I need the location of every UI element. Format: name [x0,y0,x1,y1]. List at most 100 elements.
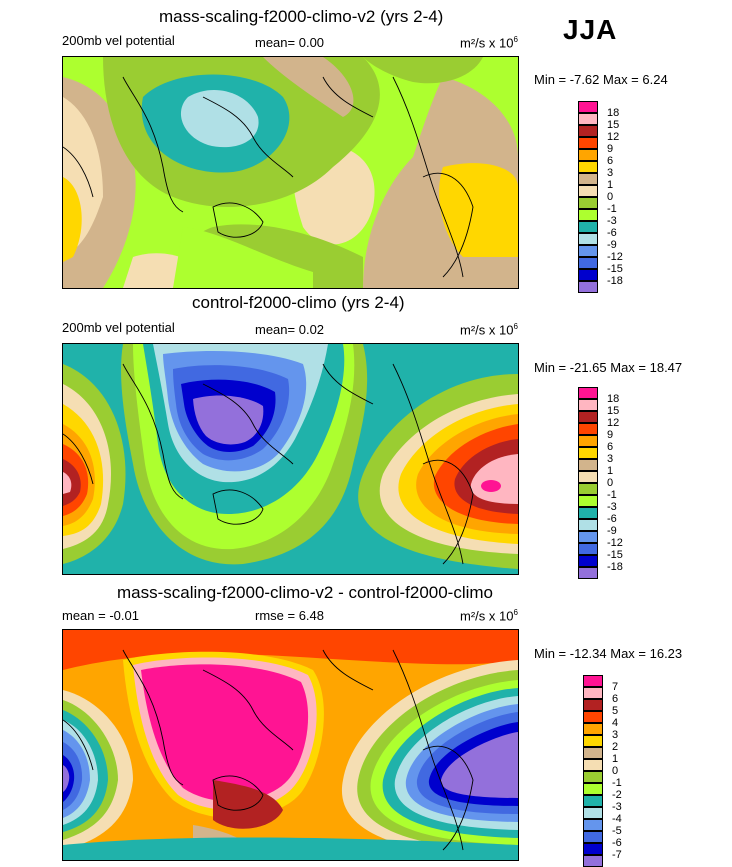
legend-label: 6 [612,693,619,705]
panel-1-title: mass-scaling-f2000-climo-v2 (yrs 2-4) [159,7,444,26]
legend-label: 1 [612,753,619,765]
panel-3-legend: 7 6 5 4 3 2 1 0 -1 -2 -3 -4 -5 -6 -7 [583,675,643,867]
legend-label: 12 [607,417,620,429]
panel-1-map [62,56,519,289]
legend-swatch [578,543,598,555]
panel-1-units: m²/s x 106 [460,35,518,51]
panel-2-units: m²/s x 106 [460,322,518,338]
panel-2-title: control-f2000-climo (yrs 2-4) [192,293,405,312]
legend-swatch [583,795,603,807]
panel-3-rmse: rmse = 6.48 [255,608,325,623]
legend-label: -18 [607,561,623,573]
legend-swatch [583,699,603,711]
legend-label: 18 [607,393,620,405]
legend-label: -7 [612,849,622,861]
legend-label: 7 [612,681,619,693]
legend-swatch [578,137,598,149]
legend-label: -3 [607,215,617,227]
legend-label: 2 [612,741,619,753]
legend-swatch [578,209,598,221]
legend-swatch [583,843,603,855]
legend-label: 3 [607,453,614,465]
legend-swatch [578,495,598,507]
legend-swatch [578,531,598,543]
legend-label: 18 [607,107,620,119]
legend-swatch [578,519,598,531]
legend-label: 5 [612,705,619,717]
legend-label: 1 [607,465,614,477]
legend-label: -15 [607,549,623,561]
legend-swatch [578,101,598,113]
legend-swatch [578,245,598,257]
legend-swatch [583,711,603,723]
panel-2-legend: 18 15 12 9 6 3 1 0 -1 -3 -6 -9 -12 -15 -… [578,387,638,579]
legend-label: -3 [607,501,617,513]
legend-swatch [578,257,598,269]
legend-swatch [583,735,603,747]
legend-label: -6 [607,513,617,525]
panel-3-title: mass-scaling-f2000-climo-v2 - control-f2… [117,583,494,602]
legend-swatch [578,471,598,483]
legend-label: -3 [612,801,622,813]
panel-3-mean: mean = -0.01 [62,608,139,623]
legend-label: 6 [607,441,614,453]
panel-1-mean: mean= 0.00 [255,35,325,50]
legend-label: -6 [612,837,622,849]
legend-label: 0 [612,765,619,777]
legend-swatch [583,759,603,771]
panel-1-minmax: Min = -7.62 Max = 6.24 [534,72,668,87]
legend-label: 0 [607,191,614,203]
panel-3-map [62,629,519,861]
panel-3-minmax: Min = -12.34 Max = 16.23 [534,646,683,661]
legend-swatch [583,819,603,831]
panel-2-map [62,343,519,575]
legend-label: 9 [607,429,614,441]
legend-swatch [578,185,598,197]
legend-label: -6 [607,227,617,239]
legend-swatch [578,411,598,423]
legend-swatch [583,783,603,795]
legend-swatch [578,423,598,435]
legend-label: 12 [607,131,620,143]
legend-swatch [578,281,598,293]
legend-swatch [578,233,598,245]
legend-swatch [578,173,598,185]
legend-swatch [578,447,598,459]
legend-swatch [578,113,598,125]
legend-swatch [583,747,603,759]
legend-label: -1 [607,489,617,501]
legend-label: -1 [612,777,622,789]
legend-swatch [583,723,603,735]
legend-label: 4 [612,717,619,729]
legend-label: -15 [607,263,623,275]
legend-label: 3 [612,729,619,741]
legend-swatch [583,771,603,783]
panel-2-mean: mean= 0.02 [255,322,325,337]
legend-swatch [578,197,598,209]
legend-label: 15 [607,405,620,417]
legend-swatch [578,483,598,495]
legend-swatch [578,507,598,519]
legend-label: 3 [607,167,614,179]
legend-label: -12 [607,251,623,263]
legend-swatch [583,831,603,843]
legend-label: -2 [612,789,622,801]
legend-swatch [583,855,603,867]
legend-swatch [583,687,603,699]
legend-swatch [578,387,598,399]
legend-label: 0 [607,477,614,489]
legend-label: -9 [607,239,617,251]
legend-label: -9 [607,525,617,537]
legend-swatch [578,221,598,233]
legend-label: 1 [607,179,614,191]
legend-label: 15 [607,119,620,131]
legend-swatch [578,435,598,447]
legend-label: -12 [607,537,623,549]
panel-2-field-label: 200mb vel potential [62,320,175,335]
panel-2-minmax: Min = -21.65 Max = 18.47 [534,360,683,375]
panel-3-units: m²/s x 106 [460,608,518,624]
legend-label: -5 [612,825,622,837]
legend-swatch [578,567,598,579]
legend-swatch [583,675,603,687]
panel-1-field-label: 200mb vel potential [62,33,175,48]
